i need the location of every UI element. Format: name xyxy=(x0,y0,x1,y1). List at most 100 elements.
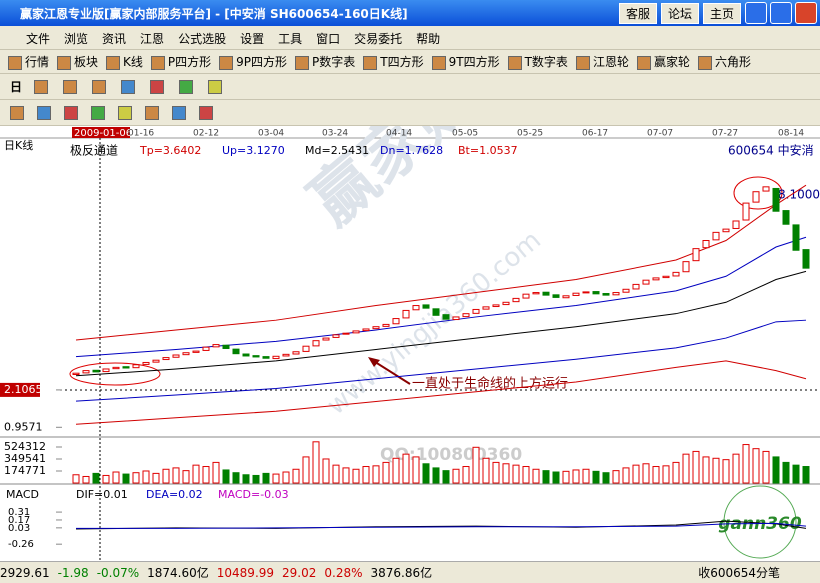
volume-bar xyxy=(352,468,360,484)
tool-icon xyxy=(636,55,651,70)
status-item: -0.07% xyxy=(96,565,140,580)
period-button[interactable]: 日 xyxy=(10,80,23,94)
date-label: 04-14 xyxy=(386,129,412,139)
tool-icon[interactable] xyxy=(179,79,194,94)
volume-bar xyxy=(272,473,280,484)
volume-bar xyxy=(382,461,390,484)
tool-icon xyxy=(150,55,165,70)
title-button[interactable]: 客服 xyxy=(618,2,657,24)
tool-icon[interactable] xyxy=(10,105,24,120)
volume-bar xyxy=(552,471,560,484)
candle xyxy=(752,191,760,203)
volume-bar xyxy=(622,467,630,484)
candle xyxy=(322,337,330,341)
menu-item[interactable]: 工具 xyxy=(278,31,303,46)
volume-bar xyxy=(132,472,140,484)
tool-icon[interactable] xyxy=(92,79,107,94)
tool-icon[interactable] xyxy=(63,79,78,94)
volume-bar xyxy=(292,468,300,484)
chart-bg xyxy=(0,126,820,561)
toolbar-button[interactable]: 9P四方形 xyxy=(219,53,287,70)
tool-icon[interactable] xyxy=(150,79,165,94)
minimize[interactable] xyxy=(745,2,767,24)
date-label: 08-14 xyxy=(778,129,804,139)
tool-icon[interactable] xyxy=(37,105,51,120)
volume-bar xyxy=(762,450,770,484)
volume-bar xyxy=(202,466,210,484)
status-item: 29.02 xyxy=(282,565,317,580)
title-button[interactable]: 主页 xyxy=(702,2,741,24)
toolbar-button[interactable]: T数字表 xyxy=(507,53,568,70)
candle xyxy=(612,292,620,296)
candle xyxy=(622,288,630,293)
menu-item[interactable]: 江恩 xyxy=(140,31,165,46)
candle xyxy=(762,186,770,192)
tool-icon[interactable] xyxy=(172,105,186,120)
toolbar-button[interactable]: K线 xyxy=(106,53,143,70)
tool-icon[interactable] xyxy=(145,105,159,120)
tool-icon[interactable] xyxy=(208,79,223,94)
tool-icon xyxy=(219,55,234,70)
menu-item[interactable]: 公式选股 xyxy=(178,31,227,46)
tool-icon[interactable] xyxy=(91,105,105,120)
toolbar-label: P四方形 xyxy=(167,55,212,69)
volume-bar xyxy=(702,456,710,484)
volume-bar xyxy=(582,468,590,484)
toolbar-button[interactable]: 9T四方形 xyxy=(431,53,500,70)
tool-icon[interactable] xyxy=(199,105,213,120)
volume-bar xyxy=(432,467,440,484)
title-bar: 赢家江恩专业版[赢家内部服务平台] - [中安消 SH600654-160日K线… xyxy=(0,0,820,26)
volume-bar xyxy=(482,457,490,484)
tool-icon[interactable] xyxy=(121,79,136,94)
toolbar-button[interactable]: 六角形 xyxy=(697,53,751,70)
candle xyxy=(382,323,390,327)
toolbar-button[interactable]: T四方形 xyxy=(363,53,424,70)
candle xyxy=(102,368,110,373)
candle xyxy=(522,293,530,299)
tool-icon[interactable] xyxy=(118,105,132,120)
toolbar-button[interactable]: P四方形 xyxy=(150,53,212,70)
tool-icon xyxy=(507,55,522,70)
watermark: QQ:100800360 xyxy=(380,445,522,465)
candle xyxy=(72,372,80,376)
date-label: 03-24 xyxy=(322,129,348,139)
readout: Tp=3.6402 xyxy=(139,144,201,157)
volume-bar xyxy=(792,464,800,484)
candle xyxy=(232,348,240,355)
volume-bar xyxy=(562,470,570,484)
candle xyxy=(292,351,300,355)
tool-icon[interactable] xyxy=(34,79,49,94)
volume-bar xyxy=(772,456,780,484)
menu-item[interactable]: 帮助 xyxy=(416,31,441,46)
logo-ring xyxy=(723,485,797,559)
toolbar-button[interactable]: P数字表 xyxy=(295,53,355,70)
toolbar-button[interactable]: 行情 xyxy=(8,53,49,70)
volume-bar xyxy=(732,453,740,484)
candle xyxy=(772,187,780,212)
annotation: 一直处于生命线的上方运行 xyxy=(412,376,568,392)
menu-item[interactable]: 设置 xyxy=(240,31,265,46)
maximize[interactable] xyxy=(770,2,792,24)
volume-bar xyxy=(512,464,520,484)
volume-bar xyxy=(742,444,750,484)
menu-item[interactable]: 交易委托 xyxy=(354,31,403,46)
menu-item[interactable]: 窗口 xyxy=(316,31,341,46)
toolbar-button[interactable]: 赢家轮 xyxy=(636,53,690,70)
tool-icon[interactable] xyxy=(64,105,78,120)
macd-label: MACD xyxy=(6,488,39,501)
volume-bar xyxy=(252,474,260,484)
volume-bar xyxy=(152,472,160,484)
menu-item[interactable]: 文件 xyxy=(26,31,51,46)
toolbar-button[interactable]: 板块 xyxy=(57,53,98,70)
candle xyxy=(552,294,560,298)
toolbar-label: K线 xyxy=(123,55,143,69)
close[interactable] xyxy=(795,2,817,24)
menu-item[interactable]: 资讯 xyxy=(102,31,127,46)
candle xyxy=(582,291,590,294)
menu-item[interactable]: 浏览 xyxy=(64,31,89,46)
title-button[interactable]: 论坛 xyxy=(660,2,699,24)
candle xyxy=(92,369,100,373)
candle xyxy=(572,292,580,296)
toolbar-button[interactable]: 江恩轮 xyxy=(575,53,629,70)
